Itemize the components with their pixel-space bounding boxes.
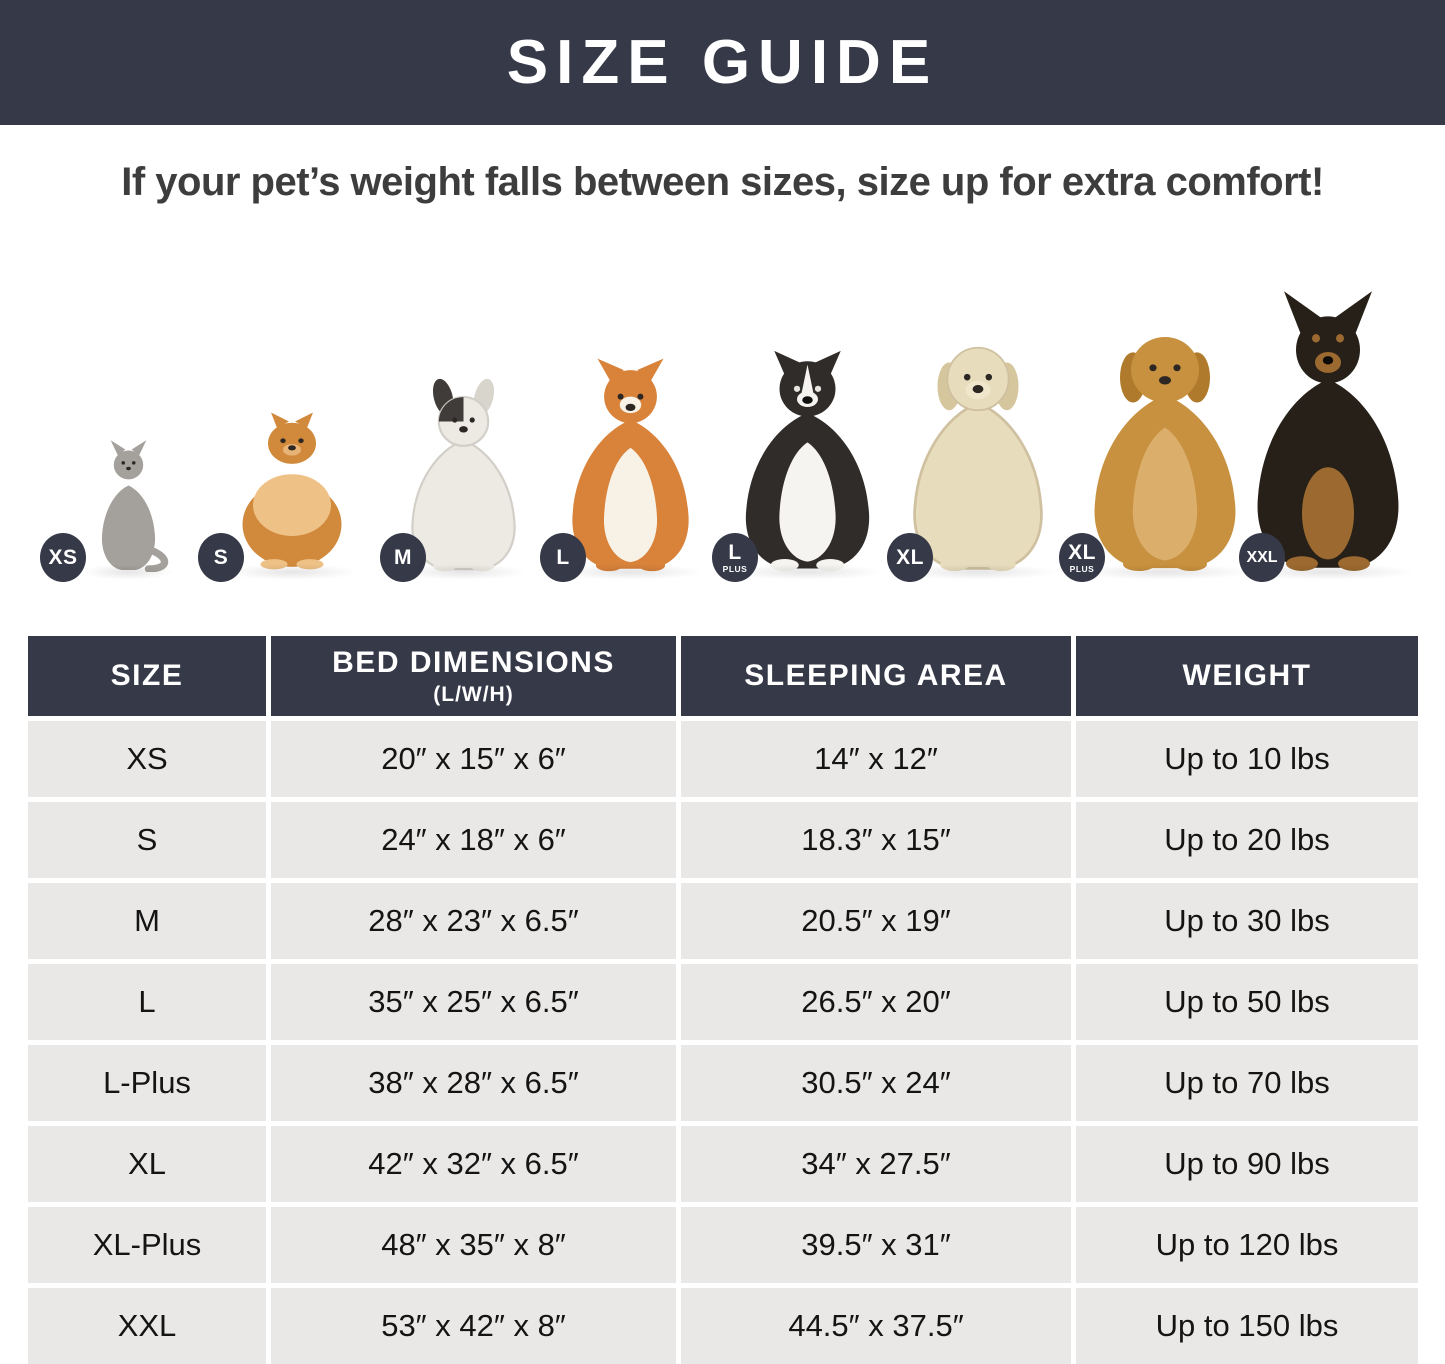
size-badge-xxl: XXL	[1239, 533, 1285, 582]
table-cell-sleeping-area: 39.5″ x 31″	[681, 1207, 1071, 1283]
table-cell-size: XXL	[28, 1288, 266, 1364]
size-badge-xl-plus: XL PLUS	[1059, 533, 1105, 582]
size-badge-l: L	[540, 533, 586, 582]
page-title: SIZE GUIDE	[506, 28, 939, 97]
size-badge-xs: XS	[40, 533, 86, 582]
size-badge-label: XL	[1068, 540, 1096, 564]
table-cell-weight: Up to 70 lbs	[1076, 1045, 1418, 1121]
table-cell-size: L	[28, 964, 266, 1040]
table-cell-bed-dimensions: 38″ x 28″ x 6.5″	[271, 1045, 676, 1121]
doberman-illustration	[1257, 291, 1399, 571]
size-badge-sublabel: PLUS	[722, 563, 748, 574]
table-cell-weight: Up to 10 lbs	[1076, 721, 1418, 797]
column-header-label: BED DIMENSIONS	[332, 645, 615, 679]
subtitle: If your pet’s weight falls between sizes…	[121, 160, 1324, 204]
size-badge-label: S	[213, 546, 229, 569]
pet-photo-french-bulldog	[391, 377, 536, 580]
table-cell-sleeping-area: 20.5″ x 19″	[681, 883, 1071, 959]
column-header-size: SIZE	[28, 636, 266, 716]
table-cell-sleeping-area: 44.5″ x 37.5″	[681, 1288, 1071, 1364]
size-badge-label: XS	[48, 546, 78, 569]
size-badge-l-plus: L PLUS	[712, 533, 758, 582]
pet-photo-border-collie	[720, 337, 895, 580]
table-cell-weight: Up to 30 lbs	[1076, 883, 1418, 959]
table-cell-weight: Up to 120 lbs	[1076, 1207, 1418, 1283]
column-header-label: SLEEPING AREA	[744, 659, 1008, 692]
table-cell-bed-dimensions: 20″ x 15″ x 6″	[271, 721, 676, 797]
column-header-sublabel: (L/W/H)	[433, 682, 514, 706]
column-header-label: WEIGHT	[1182, 659, 1312, 692]
size-badge-m: M	[380, 533, 426, 582]
size-table: SIZE BED DIMENSIONS (L/W/H) SLEEPING ARE…	[28, 636, 1418, 1364]
size-badge-label: XXL	[1246, 548, 1278, 566]
table-cell-bed-dimensions: 53″ x 42″ x 8″	[271, 1288, 676, 1364]
table-cell-size: XL-Plus	[28, 1207, 266, 1283]
header-bar: SIZE GUIDE	[0, 0, 1445, 125]
size-badge-label: XL	[896, 546, 924, 569]
table-cell-sleeping-area: 18.3″ x 15″	[681, 802, 1071, 878]
shiba-inu-illustration	[571, 358, 689, 572]
size-badge-sublabel: PLUS	[1069, 563, 1095, 574]
column-header-label: SIZE	[110, 659, 184, 692]
pet-photo-shiba-inu	[548, 347, 713, 580]
column-header-sleeping-area: SLEEPING AREA	[681, 636, 1071, 716]
table-cell-size: M	[28, 883, 266, 959]
pets-row: XS S M L L PLUS XL XL PLUS XXL	[0, 291, 1445, 595]
pet-photo-golden-retriever	[1065, 310, 1265, 580]
size-badge-label: M	[394, 546, 412, 569]
pet-photo-pomeranian	[217, 397, 367, 580]
table-cell-sleeping-area: 30.5″ x 24″	[681, 1045, 1071, 1121]
table-cell-size: L-Plus	[28, 1045, 266, 1121]
column-header-weight: WEIGHT	[1076, 636, 1418, 716]
size-badge-label: L	[556, 546, 570, 569]
size-badge-label: L	[728, 540, 742, 564]
table-cell-bed-dimensions: 35″ x 25″ x 6.5″	[271, 964, 676, 1040]
table-cell-size: XS	[28, 721, 266, 797]
column-header-bed-dimensions: BED DIMENSIONS (L/W/H)	[271, 636, 676, 716]
border-collie-illustration	[745, 350, 869, 572]
table-cell-weight: Up to 50 lbs	[1076, 964, 1418, 1040]
table-cell-bed-dimensions: 28″ x 23″ x 6.5″	[271, 883, 676, 959]
table-cell-size: S	[28, 802, 266, 878]
table-cell-sleeping-area: 14″ x 12″	[681, 721, 1071, 797]
table-cell-bed-dimensions: 48″ x 35″ x 8″	[271, 1207, 676, 1283]
table-cell-bed-dimensions: 24″ x 18″ x 6″	[271, 802, 676, 878]
size-badge-s: S	[198, 533, 244, 582]
pet-photo-labrador	[888, 322, 1068, 580]
table-cell-weight: Up to 150 lbs	[1076, 1288, 1418, 1364]
french-bulldog-illustration	[410, 378, 516, 572]
pet-photo-cat	[76, 432, 181, 580]
size-badge-xl: XL	[887, 533, 933, 582]
table-cell-bed-dimensions: 42″ x 32″ x 6.5″	[271, 1126, 676, 1202]
table-cell-weight: Up to 90 lbs	[1076, 1126, 1418, 1202]
table-cell-sleeping-area: 26.5″ x 20″	[681, 964, 1071, 1040]
table-cell-size: XL	[28, 1126, 266, 1202]
table-cell-sleeping-area: 34″ x 27.5″	[681, 1126, 1071, 1202]
table-cell-weight: Up to 20 lbs	[1076, 802, 1418, 878]
cat-illustration	[101, 440, 168, 572]
pet-photo-doberman	[1228, 287, 1428, 580]
